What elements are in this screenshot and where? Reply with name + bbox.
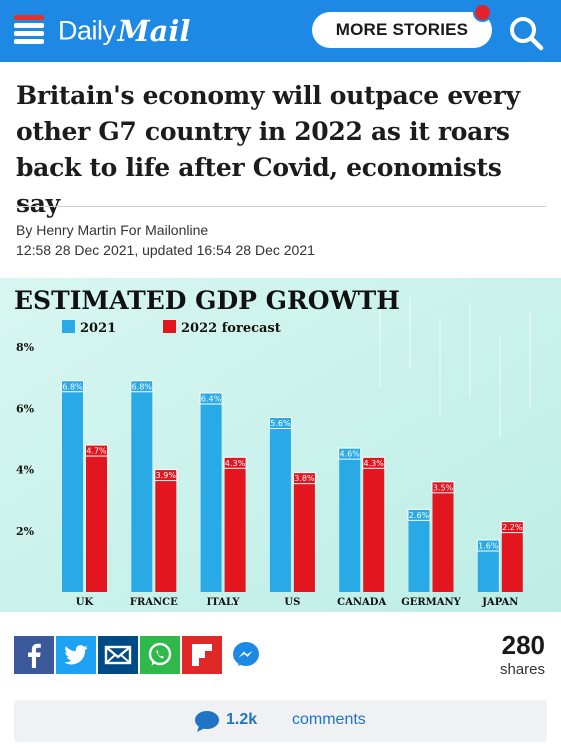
shares-label: shares [499, 661, 545, 678]
x-tick-label-canada: CANADA [337, 597, 386, 608]
bar-uk-1 [86, 448, 107, 592]
comments-label: comments [292, 711, 366, 728]
gdp-growth-chart: ESTIMATED GDP GROWTH 2021 2022 forecast 8… [0, 278, 561, 612]
bar-germany-0 [408, 512, 430, 592]
data-label-italy-1: 4.3% [225, 459, 246, 468]
logo-mail-text: Mail [117, 14, 191, 48]
comment-bubble-icon [195, 711, 219, 732]
email-share-icon[interactable] [98, 636, 138, 674]
data-label-box [362, 456, 386, 469]
bar-germany-1 [432, 484, 454, 592]
data-label-box [154, 469, 178, 482]
bar-us-0 [269, 420, 291, 592]
data-label-box [268, 417, 292, 429]
top-bar: DailyMail MORE STORIES [0, 0, 561, 62]
x-tick-label-uk: UK [76, 597, 94, 608]
daily-mail-logo[interactable]: DailyMail [58, 14, 190, 48]
more-stories-button[interactable]: MORE STORIES [312, 12, 492, 48]
data-label-box [338, 447, 362, 460]
bar-japan-0 [477, 543, 499, 592]
data-label-us-1: 3.8% [294, 474, 315, 483]
legend-label-0: 2021 [80, 321, 116, 336]
article-byline[interactable]: By Henry Martin For Mailonline [16, 222, 209, 238]
y-tick-label: 2% [16, 525, 35, 538]
data-label-box [223, 456, 247, 469]
x-tick-label-us: US [284, 597, 300, 608]
x-tick-label-japan: JAPAN [481, 597, 518, 608]
twitter-share-icon[interactable] [56, 636, 96, 674]
data-label-box [130, 380, 154, 393]
data-label-uk-1: 4.7% [86, 447, 107, 456]
bar-italy-1 [224, 460, 246, 592]
chart-title: ESTIMATED GDP GROWTH [14, 286, 400, 315]
data-label-japan-1: 2.2% [502, 523, 523, 532]
data-label-box [199, 392, 223, 405]
data-label-canada-0: 4.6% [340, 450, 361, 459]
legend-swatch-0 [62, 320, 75, 333]
bar-us-1 [293, 475, 315, 592]
data-label-france-1: 3.9% [156, 471, 177, 480]
data-label-box [431, 481, 455, 494]
data-label-uk-0: 6.8% [62, 382, 83, 391]
data-label-box [476, 539, 500, 552]
chart-legend: 2021 2022 forecast [62, 320, 281, 336]
article-timestamp: 12:58 28 Dec 2021, updated 16:54 28 Dec … [16, 242, 315, 258]
messenger-share-icon[interactable] [226, 636, 266, 674]
y-tick-label: 4% [16, 464, 35, 477]
data-label-box [292, 472, 316, 485]
search-icon[interactable] [507, 14, 545, 52]
article-headline: Britain's economy will outpace every oth… [16, 81, 520, 218]
data-label-canada-1: 4.3% [364, 459, 385, 468]
shares-count: 280 [501, 630, 545, 660]
y-tick-label: 6% [16, 402, 35, 415]
bar-uk-0 [62, 383, 83, 592]
comments-count: 1.2k [226, 711, 258, 728]
flipboard-share-icon[interactable] [182, 636, 222, 674]
bar-france-0 [131, 383, 153, 592]
chart-y-axis: 8% 6% 4% 2% [16, 341, 35, 538]
legend-swatch-1 [163, 320, 176, 333]
bar-italy-0 [200, 396, 222, 592]
notification-dot [473, 3, 492, 22]
y-tick-label: 8% [16, 341, 35, 354]
data-label-japan-0: 1.6% [478, 542, 499, 551]
logo-daily-text: Daily [58, 15, 116, 46]
data-label-france-0: 6.8% [132, 382, 153, 391]
legend-label-1: 2022 forecast [181, 321, 281, 336]
chart-bars: 6.8%4.7%6.8%3.9%6.4%4.3%5.6%3.8%4.6%4.3%… [61, 380, 524, 592]
data-label-box [61, 380, 84, 393]
data-label-box [407, 508, 431, 521]
x-tick-label-germany: GERMANY [401, 597, 461, 608]
data-label-germany-1: 3.5% [433, 483, 454, 492]
bar-canada-1 [363, 460, 385, 592]
bar-france-1 [155, 472, 177, 592]
data-label-us-0: 5.6% [270, 419, 291, 428]
bar-japan-1 [501, 524, 523, 592]
data-label-box [85, 444, 108, 457]
data-label-italy-0: 6.4% [201, 395, 222, 404]
data-label-germany-0: 2.6% [409, 511, 430, 520]
data-label-box [500, 521, 524, 534]
bar-canada-0 [339, 451, 361, 592]
menu-icon[interactable] [14, 13, 44, 47]
facebook-share-icon[interactable] [14, 636, 54, 674]
whatsapp-share-icon[interactable] [140, 636, 180, 674]
headline-divider [16, 206, 546, 207]
x-tick-label-france: FRANCE [130, 597, 178, 608]
x-tick-label-italy: ITALY [207, 597, 241, 608]
chart-x-axis: UK FRANCE ITALY US CANADA GERMANY JAPAN [76, 597, 519, 608]
comments-button[interactable]: 1.2k comments [14, 700, 547, 742]
